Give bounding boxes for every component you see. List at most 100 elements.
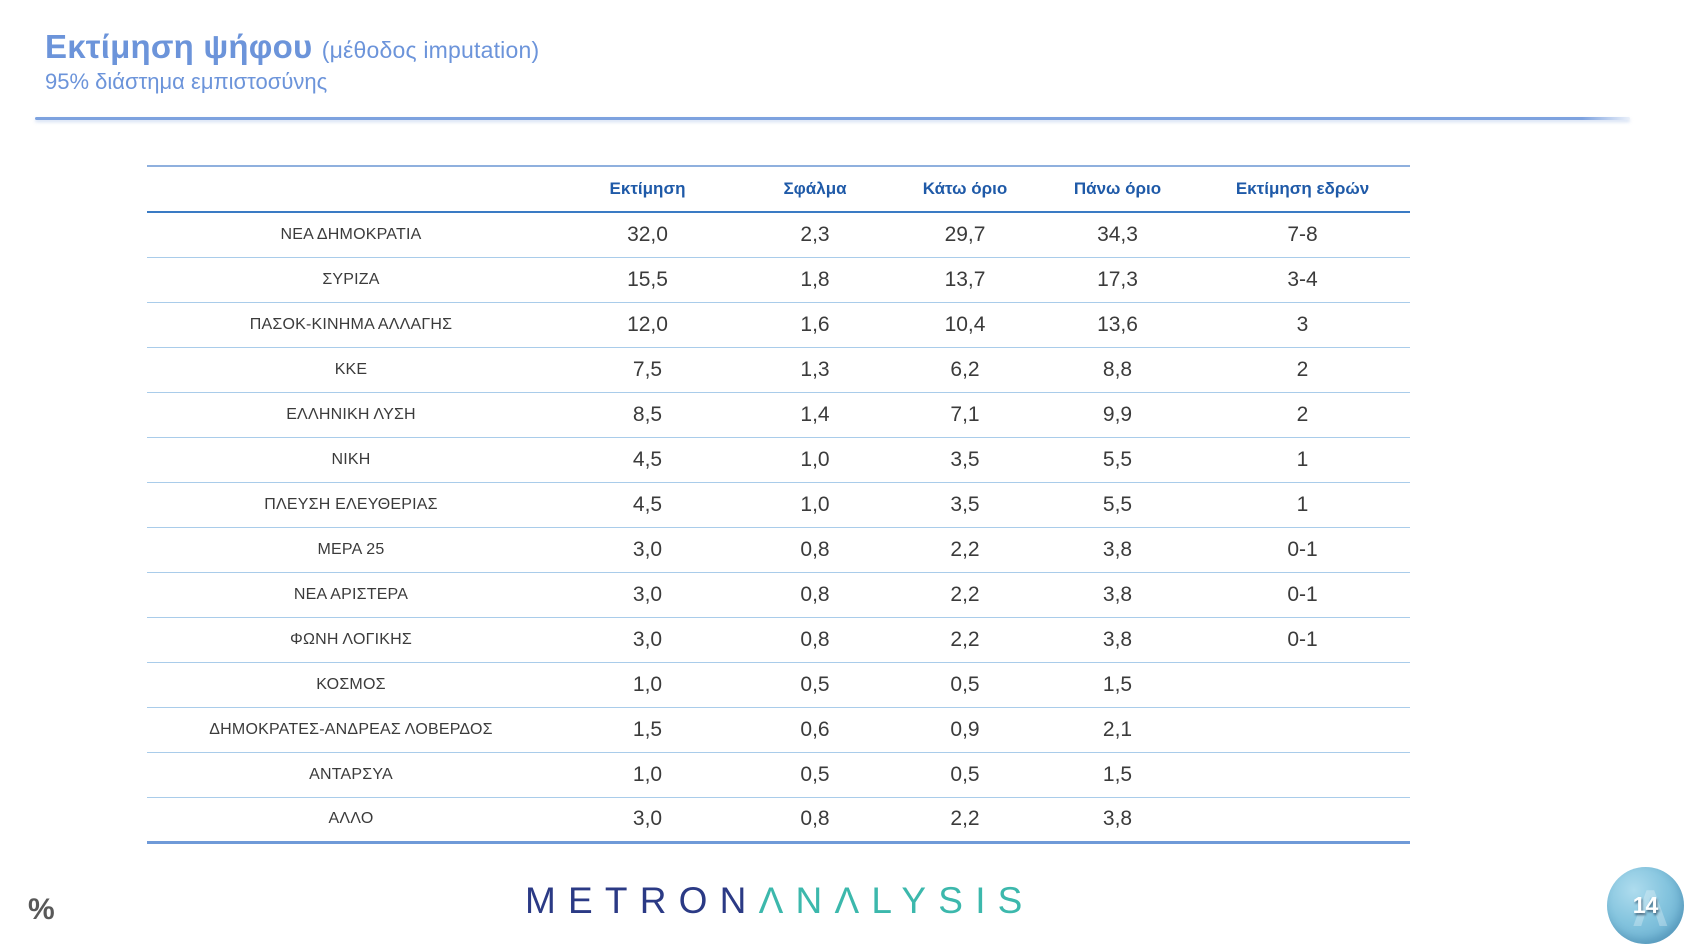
cell-error: 0,8: [740, 572, 890, 618]
cell-error: 1,8: [740, 257, 890, 303]
party-label: ΝΕΑ ΔΗΜΟΚΡΑΤΙΑ: [147, 212, 555, 258]
cell-seats: 3-4: [1195, 257, 1410, 303]
party-label: ΠΛΕΥΣΗ ΕΛΕΥΘΕΡΙΑΣ: [147, 482, 555, 528]
cell-estimate: 1,0: [555, 662, 740, 708]
cell-seats: 0-1: [1195, 617, 1410, 663]
table-row: ΦΩΝΗ ΛΟΓΙΚΗΣ 3,0 0,8 2,2 3,8 0-1: [147, 617, 1410, 663]
cell-estimate: 3,0: [555, 527, 740, 573]
cell-seats: 2: [1195, 392, 1410, 438]
cell-upper-bound: 9,9: [1040, 392, 1195, 438]
table-row: ΚΟΣΜΟΣ 1,0 0,5 0,5 1,5: [147, 662, 1410, 708]
table-row: ΣΥΡΙΖΑ 15,5 1,8 13,7 17,3 3-4: [147, 257, 1410, 303]
cell-upper-bound: 5,5: [1040, 437, 1195, 483]
cell-upper-bound: 5,5: [1040, 482, 1195, 528]
cell-upper-bound: 8,8: [1040, 347, 1195, 393]
cell-error: 1,4: [740, 392, 890, 438]
cell-lower-bound: 2,2: [890, 797, 1040, 844]
cell-lower-bound: 2,2: [890, 572, 1040, 618]
cell-lower-bound: 29,7: [890, 212, 1040, 258]
table-header-row: Εκτίμηση Σφάλμα Κάτω όριο Πάνω όριο Εκτί…: [147, 165, 1410, 213]
table-row: ΝΕΑ ΑΡΙΣΤΕΡΑ 3,0 0,8 2,2 3,8 0-1: [147, 572, 1410, 618]
cell-error: 0,8: [740, 797, 890, 844]
logo-metron-text: METRON: [525, 880, 759, 921]
table-row: ΑΝΤΑΡΣΥΑ 1,0 0,5 0,5 1,5: [147, 752, 1410, 798]
cell-error: 0,8: [740, 617, 890, 663]
cell-lower-bound: 0,9: [890, 707, 1040, 753]
column-header-estimate: Εκτίμηση: [555, 165, 740, 213]
cell-upper-bound: 2,1: [1040, 707, 1195, 753]
cell-estimate: 3,0: [555, 572, 740, 618]
party-label: ΦΩΝΗ ΛΟΓΙΚΗΣ: [147, 617, 555, 663]
cell-lower-bound: 3,5: [890, 437, 1040, 483]
column-header-lower-bound: Κάτω όριο: [890, 165, 1040, 213]
cell-estimate: 8,5: [555, 392, 740, 438]
table-row: ΚΚΕ 7,5 1,3 6,2 8,8 2: [147, 347, 1410, 393]
page-title: Εκτίμηση ψήφου (μέθοδος imputation): [45, 28, 539, 66]
party-label: ΚΚΕ: [147, 347, 555, 393]
percent-note: %: [28, 893, 55, 926]
page-subtitle: 95% διάστημα εμπιστοσύνης: [45, 69, 328, 94]
table-row: ΑΛΛΟ 3,0 0,8 2,2 3,8: [147, 797, 1410, 844]
logo-analysis-text: ΛNΛLYSIS: [758, 880, 1035, 921]
cell-error: 1,3: [740, 347, 890, 393]
cell-estimate: 12,0: [555, 302, 740, 348]
cell-error: 0,6: [740, 707, 890, 753]
estimation-table: Εκτίμηση Σφάλμα Κάτω όριο Πάνω όριο Εκτί…: [147, 165, 1410, 844]
table-row: ΔΗΜΟΚΡΑΤΕΣ-ΑΝΔΡΕΑΣ ΛΟΒΕΡΔΟΣ 1,5 0,6 0,9 2,1: [147, 707, 1410, 753]
party-label: ΣΥΡΙΖΑ: [147, 257, 555, 303]
party-label: ΝΕΑ ΑΡΙΣΤΕΡΑ: [147, 572, 555, 618]
cell-lower-bound: 0,5: [890, 752, 1040, 798]
party-label: ΚΟΣΜΟΣ: [147, 662, 555, 708]
table-header: Εκτίμηση Σφάλμα Κάτω όριο Πάνω όριο Εκτί…: [147, 165, 1410, 213]
cell-upper-bound: 3,8: [1040, 617, 1195, 663]
title-divider: [35, 117, 1630, 120]
cell-error: 0,5: [740, 752, 890, 798]
cell-lower-bound: 10,4: [890, 302, 1040, 348]
cell-estimate: 1,5: [555, 707, 740, 753]
cell-estimate: 32,0: [555, 212, 740, 258]
cell-lower-bound: 13,7: [890, 257, 1040, 303]
cell-lower-bound: 0,5: [890, 662, 1040, 708]
cell-seats: 7-8: [1195, 212, 1410, 258]
party-label: ΕΛΛΗΝΙΚΗ ΛΥΣΗ: [147, 392, 555, 438]
party-label: ΠΑΣΟΚ-ΚΙΝΗΜΑ ΑΛΛΑΓΗΣ: [147, 302, 555, 348]
column-header-upper-bound: Πάνω όριο: [1040, 165, 1195, 213]
table-row: ΜΕΡΑ 25 3,0 0,8 2,2 3,8 0-1: [147, 527, 1410, 573]
cell-upper-bound: 3,8: [1040, 527, 1195, 573]
cell-lower-bound: 2,2: [890, 527, 1040, 573]
page-number-badge: Λ 14: [1607, 867, 1684, 944]
column-header-party: [147, 165, 555, 213]
table-row: ΕΛΛΗΝΙΚΗ ΛΥΣΗ 8,5 1,4 7,1 9,9 2: [147, 392, 1410, 438]
cell-error: 1,0: [740, 437, 890, 483]
cell-upper-bound: 1,5: [1040, 752, 1195, 798]
table-row: ΝΕΑ ΔΗΜΟΚΡΑΤΙΑ 32,0 2,3 29,7 34,3 7-8: [147, 212, 1410, 258]
cell-lower-bound: 3,5: [890, 482, 1040, 528]
cell-seats: 3: [1195, 302, 1410, 348]
page-title-text: Εκτίμηση ψήφου: [45, 28, 313, 65]
page-number: 14: [1632, 892, 1659, 918]
cell-estimate: 1,0: [555, 752, 740, 798]
title-block: Εκτίμηση ψήφου (μέθοδος imputation) 95% …: [45, 28, 539, 95]
table-row: ΠΛΕΥΣΗ ΕΛΕΥΘΕΡΙΑΣ 4,5 1,0 3,5 5,5 1: [147, 482, 1410, 528]
cell-upper-bound: 3,8: [1040, 572, 1195, 618]
cell-error: 1,0: [740, 482, 890, 528]
cell-upper-bound: 34,3: [1040, 212, 1195, 258]
metron-analysis-logo: METRONΛNΛLYSIS: [525, 880, 1035, 922]
cell-seats: [1195, 662, 1410, 708]
table-body: ΝΕΑ ΔΗΜΟΚΡΑΤΙΑ 32,0 2,3 29,7 34,3 7-8 ΣΥΡΙΖΑ 15…: [147, 212, 1410, 844]
cell-seats: [1195, 707, 1410, 753]
cell-seats: 2: [1195, 347, 1410, 393]
cell-upper-bound: 13,6: [1040, 302, 1195, 348]
cell-error: 1,6: [740, 302, 890, 348]
cell-estimate: 15,5: [555, 257, 740, 303]
cell-estimate: 7,5: [555, 347, 740, 393]
cell-estimate: 4,5: [555, 437, 740, 483]
cell-error: 2,3: [740, 212, 890, 258]
cell-seats: 1: [1195, 482, 1410, 528]
page-title-suffix: (μέθοδος imputation): [321, 37, 540, 63]
cell-seats: [1195, 752, 1410, 798]
cell-estimate: 4,5: [555, 482, 740, 528]
cell-lower-bound: 2,2: [890, 617, 1040, 663]
cell-seats: 0-1: [1195, 527, 1410, 573]
cell-seats: 0-1: [1195, 572, 1410, 618]
